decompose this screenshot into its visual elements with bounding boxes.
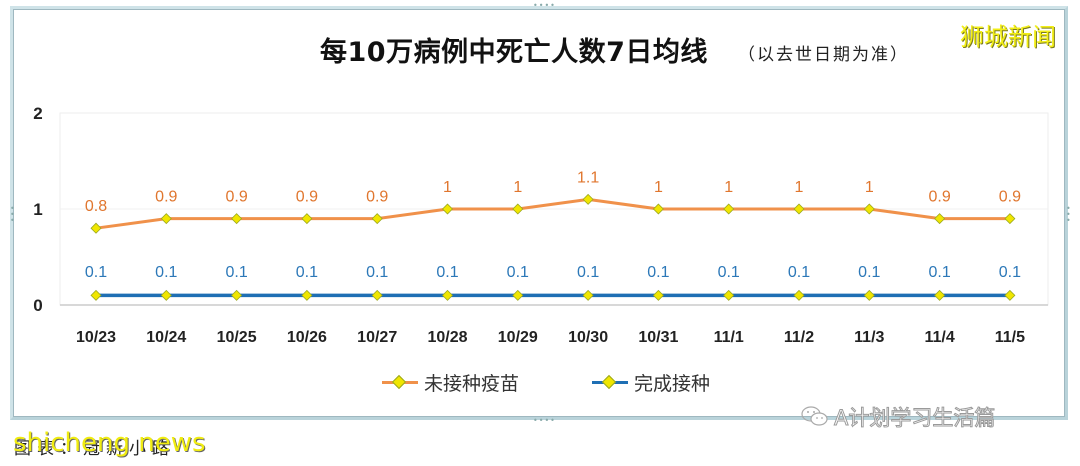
data-point-marker — [793, 289, 805, 301]
data-label: 0.1 — [507, 264, 529, 281]
data-label: 0.1 — [85, 264, 107, 281]
data-point-marker — [582, 193, 594, 205]
data-point-marker — [90, 289, 102, 301]
data-point-marker — [160, 213, 172, 225]
data-point-marker — [582, 289, 594, 301]
data-label: 0.9 — [155, 189, 177, 206]
data-label: 0.9 — [928, 189, 950, 206]
x-tick-label: 11/1 — [714, 329, 744, 346]
diamond-marker-icon — [391, 374, 407, 390]
data-point-marker — [512, 289, 524, 301]
data-label: 1 — [443, 179, 452, 196]
data-point-marker — [301, 213, 313, 225]
data-label: 1.1 — [577, 169, 599, 186]
data-point-marker — [371, 289, 383, 301]
x-tick-label: 10/23 — [76, 329, 116, 346]
x-tick-label: 10/26 — [287, 329, 327, 346]
x-tick-label: 11/4 — [924, 329, 954, 346]
data-label: 0.1 — [788, 264, 810, 281]
data-point-marker — [793, 203, 805, 215]
data-point-marker — [441, 203, 454, 215]
y-tick-label: 0 — [33, 296, 42, 315]
data-point-marker — [160, 289, 172, 301]
legend-swatch-orange — [382, 374, 418, 390]
resize-handle-left[interactable]: • • • — [10, 204, 16, 225]
data-point-marker — [231, 213, 243, 225]
resize-handle-bottom[interactable]: •••• — [533, 416, 556, 425]
data-label: 1 — [724, 179, 733, 196]
x-tick-label: 11/5 — [995, 329, 1025, 346]
series-line — [95, 197, 1010, 230]
resize-handle-right[interactable]: • • • — [1066, 204, 1072, 225]
x-tick-label: 10/25 — [217, 329, 257, 346]
x-tick-label: 10/24 — [146, 329, 186, 346]
data-point-marker — [652, 203, 664, 215]
x-tick-label: 11/2 — [784, 329, 814, 346]
data-point-marker — [1004, 213, 1016, 225]
data-label: 0.1 — [999, 264, 1021, 281]
data-label: 0.1 — [296, 264, 318, 281]
data-label: 0.8 — [85, 198, 107, 215]
data-label: 0.1 — [577, 264, 599, 281]
watermark-text: A计划学习生活篇 — [833, 406, 996, 431]
data-label: 0.9 — [366, 189, 388, 206]
source-caption: 图表：冠新小路 — [14, 439, 175, 459]
data-label: 1 — [654, 179, 663, 196]
legend-item-unvaccinated[interactable]: 未接种疫苗 — [382, 369, 519, 396]
data-label: 0.1 — [858, 264, 880, 281]
chart-subtitle: （以去世日期为准） — [738, 45, 909, 65]
data-label: 0.9 — [999, 189, 1021, 206]
legend-item-vaccinated[interactable]: 完成接种 — [592, 369, 710, 396]
data-label: 1 — [865, 179, 874, 196]
x-tick-label: 10/27 — [357, 329, 397, 346]
source-watermark: shicheng news — [13, 428, 206, 458]
data-label: 1 — [795, 179, 804, 196]
y-tick-label: 1 — [33, 200, 42, 219]
data-point-marker — [512, 203, 524, 215]
data-label: 0.1 — [155, 264, 177, 281]
legend-swatch-blue — [592, 374, 628, 390]
chart-title: 每10万病例中死亡人数7日均线 — [320, 37, 708, 68]
data-label: 0.1 — [436, 264, 458, 281]
x-tick-label: 10/31 — [638, 329, 678, 346]
data-label: 0.1 — [225, 264, 247, 281]
x-tick-label: 10/28 — [427, 329, 467, 346]
resize-handle-top[interactable]: •••• — [533, 1, 556, 10]
x-tick-label: 10/29 — [498, 329, 538, 346]
data-point-marker — [723, 289, 735, 301]
diamond-marker-icon — [601, 374, 617, 390]
data-label: 0.1 — [718, 264, 740, 281]
x-tick-label: 10/30 — [568, 329, 608, 346]
frame-border — [13, 9, 1065, 417]
legend-label: 未接种疫苗 — [424, 373, 520, 395]
brand-logo: 狮城新闻 — [960, 23, 1056, 51]
data-point-marker — [863, 289, 875, 301]
data-point-marker — [441, 289, 454, 301]
wechat-icon — [801, 406, 828, 426]
data-point-marker — [1004, 289, 1016, 301]
data-point-marker — [723, 203, 735, 215]
data-label: 0.9 — [296, 189, 318, 206]
data-point-marker — [863, 203, 875, 215]
data-point-marker — [371, 213, 383, 225]
data-point-marker — [652, 289, 664, 301]
data-point-marker — [934, 213, 946, 225]
data-point-marker — [301, 289, 313, 301]
data-label: 0.9 — [225, 189, 247, 206]
data-label: 0.1 — [366, 264, 388, 281]
legend-label: 完成接种 — [634, 373, 711, 395]
data-label: 0.1 — [928, 264, 950, 281]
data-point-marker — [90, 222, 102, 234]
data-point-marker — [231, 289, 243, 301]
data-point-marker — [934, 289, 946, 301]
data-label: 1 — [513, 179, 522, 196]
data-label: 0.1 — [647, 264, 669, 281]
x-tick-label: 11/3 — [854, 329, 884, 346]
y-tick-label: 2 — [33, 104, 42, 123]
